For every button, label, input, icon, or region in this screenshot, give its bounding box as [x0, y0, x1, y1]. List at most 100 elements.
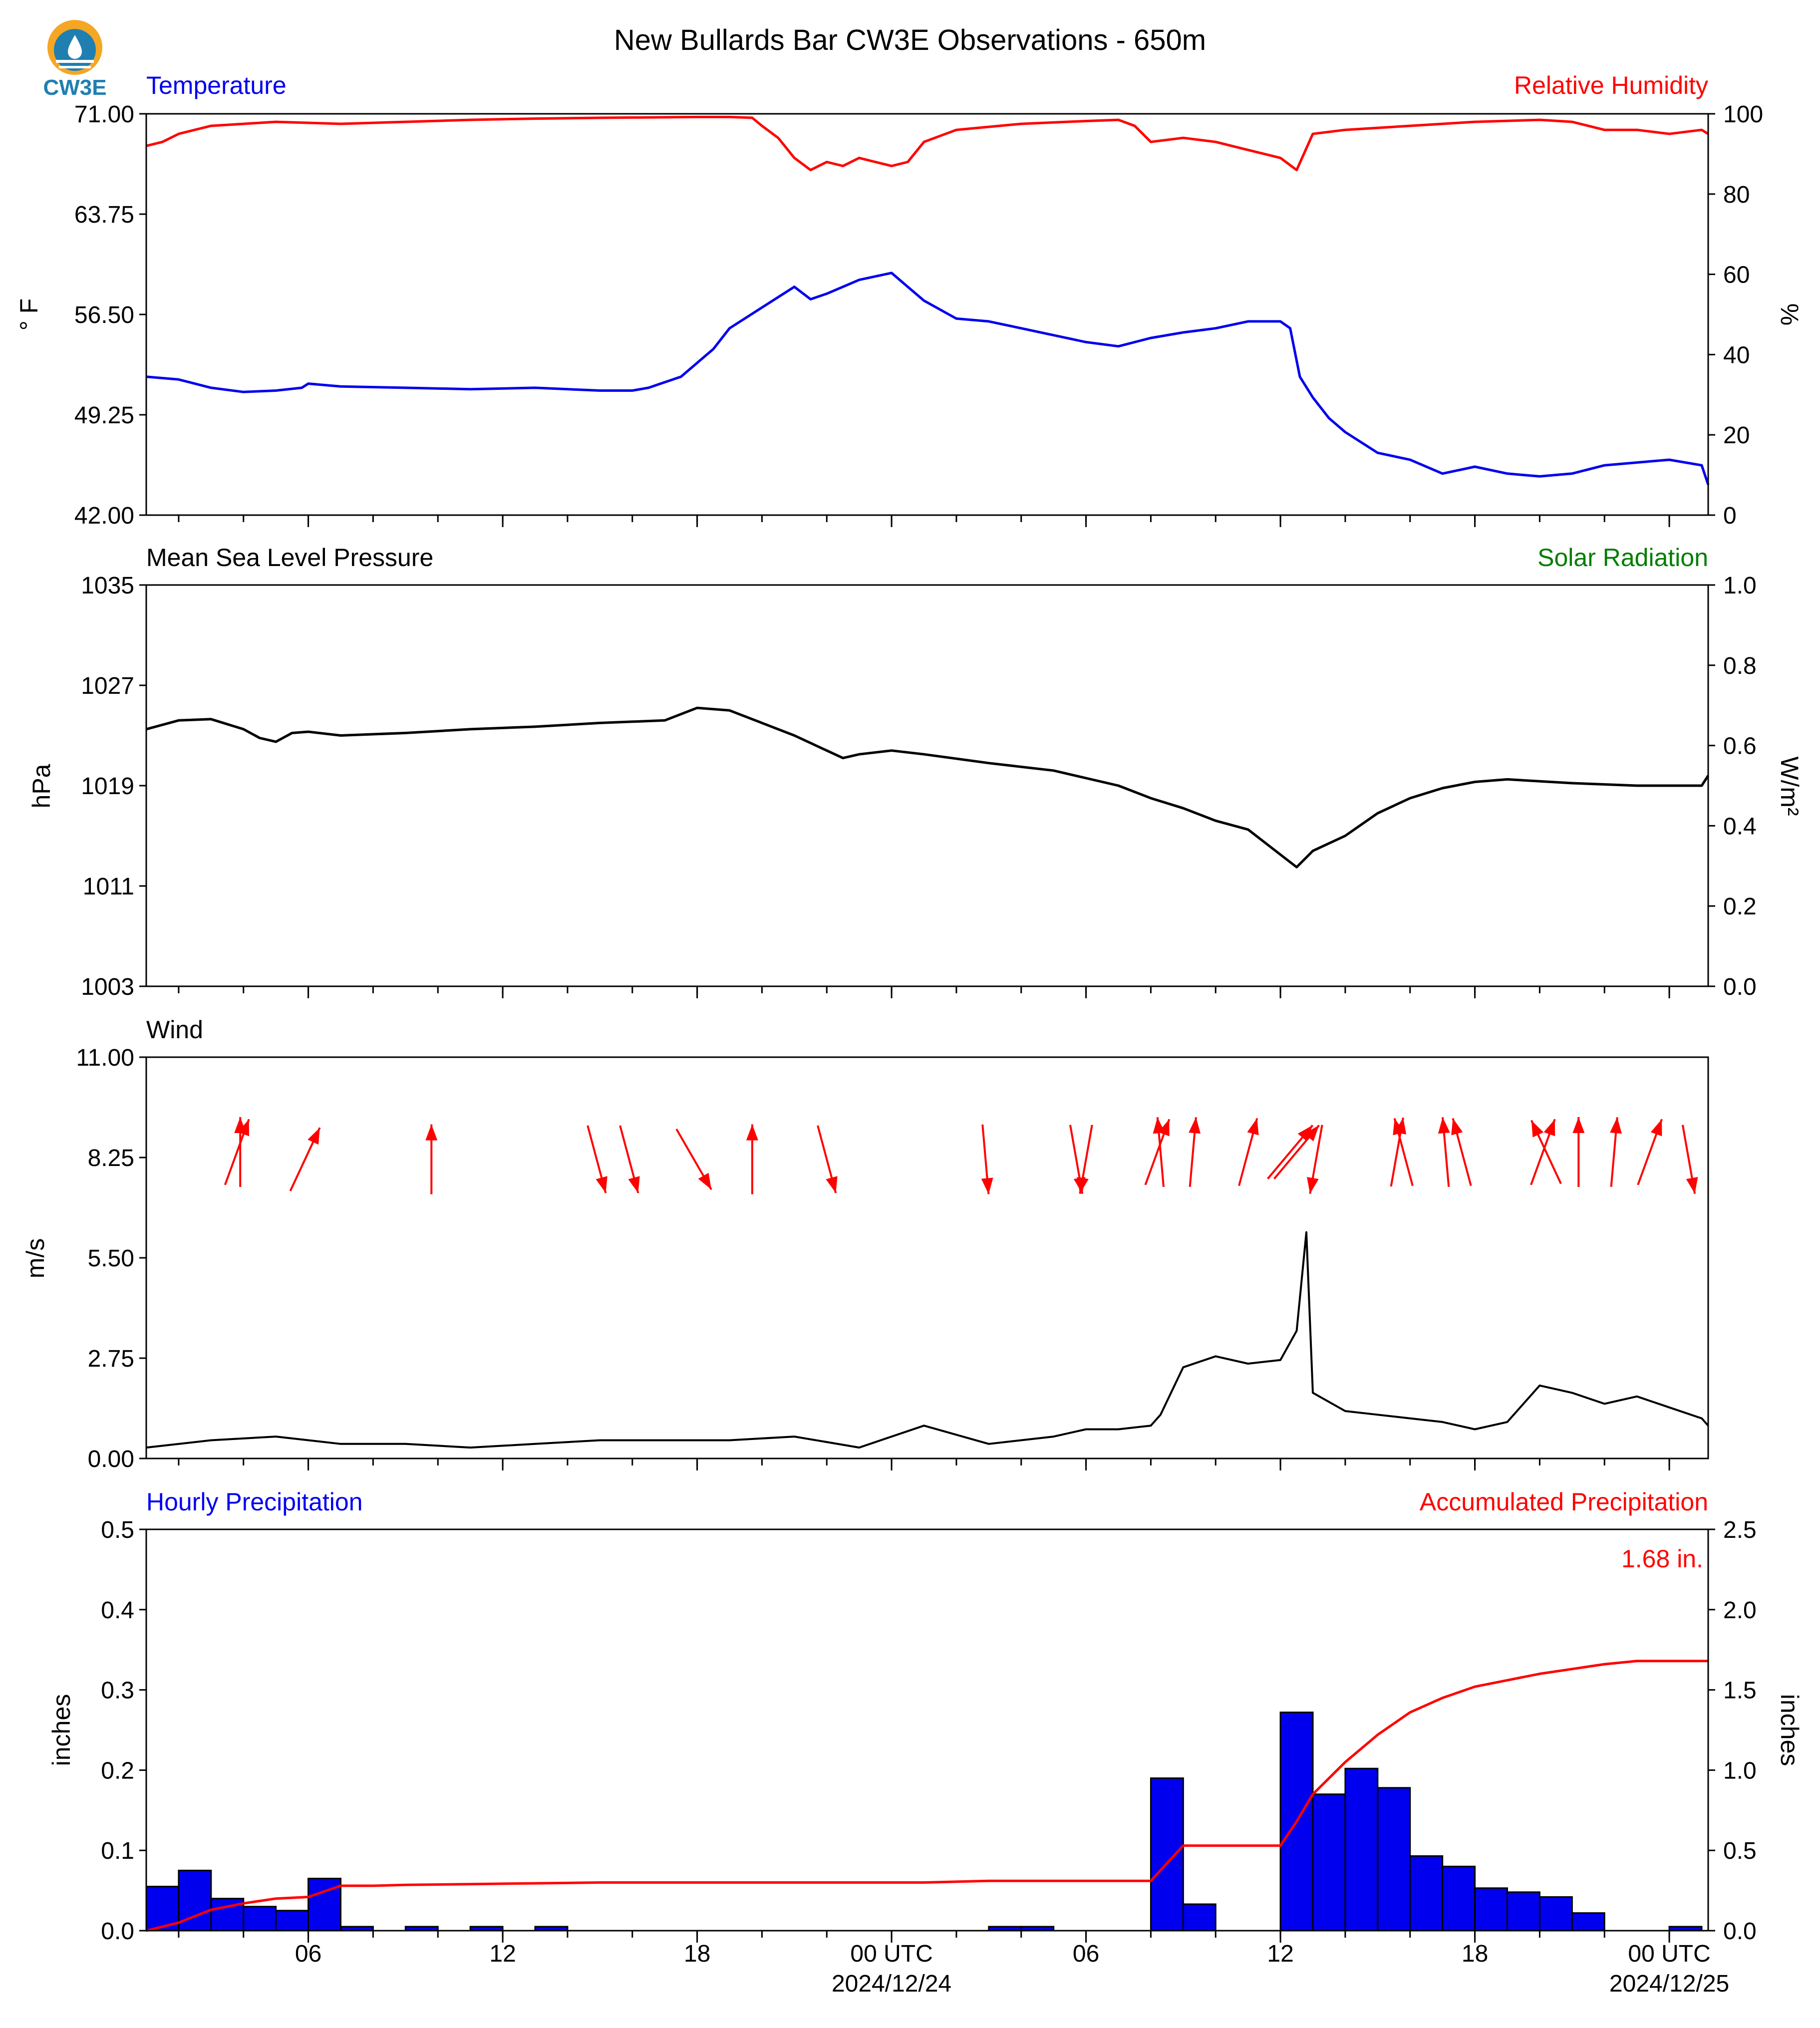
wind-arrow-head — [1543, 1119, 1555, 1137]
accum-tick-label: 1.5 — [1723, 1678, 1757, 1704]
precip-unit: inches — [47, 1694, 75, 1766]
wind-arrow-head — [746, 1124, 758, 1141]
chart-title: New Bullards Bar CW3E Observations - 650… — [614, 24, 1206, 56]
solar-tick-labels: 1.0 0.8 0.6 0.4 0.2 0.0 — [1708, 573, 1757, 1000]
solar-tick-label: 1.0 — [1723, 573, 1757, 599]
temperature-label: Temperature — [146, 71, 287, 99]
relative-humidity-line — [146, 115, 1709, 172]
wind-arrow-head — [1650, 1119, 1662, 1137]
wind-arrow — [234, 1117, 247, 1187]
precip-frame — [145, 1528, 1709, 1932]
wind-arrow-head — [425, 1124, 438, 1141]
accum-tick-labels: 2.5 2.0 1.5 1.0 0.5 0.0 — [1708, 1517, 1757, 1945]
temp-rh-frame — [145, 113, 1709, 516]
wind-tick-label: 5.50 — [88, 1245, 134, 1272]
humidity-tick-label: 0 — [1723, 503, 1737, 529]
temperature-tick-label: 49.25 — [74, 402, 134, 429]
wind-arrow — [1393, 1118, 1414, 1186]
wind-arrow-head — [1077, 1176, 1089, 1194]
precip-bar — [1538, 1896, 1573, 1932]
wind-arrow-head — [1189, 1117, 1201, 1134]
solar-tick-label: 0.2 — [1723, 893, 1757, 920]
precip-bar — [1442, 1865, 1476, 1932]
pressure-series — [146, 706, 1710, 869]
wind-arrow-head — [234, 1117, 247, 1134]
wind-arrow — [1238, 1118, 1259, 1186]
wind-arrow-head — [1393, 1118, 1405, 1136]
hourly-precip-label: Hourly Precipitation — [146, 1488, 363, 1516]
precip-bar — [1507, 1891, 1540, 1932]
wind-arrow-head — [1686, 1176, 1698, 1194]
wind-arrow-head — [1451, 1118, 1463, 1136]
pressure-tick-label: 1035 — [81, 573, 134, 599]
x-tick-label: 12 — [1267, 1941, 1293, 1967]
pressure-frame — [145, 584, 1709, 987]
water-drop-icon — [68, 35, 82, 59]
solar-tick-label: 0.4 — [1723, 813, 1757, 840]
x-tick-label: 00 UTC — [1628, 1941, 1710, 1967]
solar-radiation-label: Solar Radiation — [1537, 544, 1708, 572]
wind-arrow — [1153, 1117, 1165, 1187]
precip-bar — [1150, 1777, 1184, 1932]
precip-tick-label: 0.3 — [101, 1678, 134, 1704]
x-date-label: 2024/12/24 — [832, 1971, 951, 1997]
precip-tick-label: 0.0 — [101, 1918, 134, 1945]
pressure-tick-label: 1027 — [81, 673, 134, 699]
wind-arrow — [1530, 1119, 1556, 1185]
x-axis-ticks — [178, 515, 1670, 1943]
wind-arrow-head — [826, 1176, 838, 1193]
logo-text: CW3E — [43, 75, 106, 100]
wind-arrow — [1530, 1120, 1562, 1184]
humidity-tick-label: 20 — [1723, 422, 1750, 449]
precip-tick-label: 0.2 — [101, 1757, 134, 1784]
x-tick-label: 06 — [295, 1941, 321, 1967]
precip-tick-labels: 0.5 0.4 0.3 0.2 0.1 0.0 — [101, 1517, 146, 1945]
wind-tick-label: 2.75 — [88, 1346, 134, 1372]
wind-arrow — [1610, 1117, 1622, 1187]
wind-arrow — [425, 1124, 438, 1194]
wind-arrow — [1681, 1125, 1698, 1194]
wind-tick-label: 11.00 — [76, 1045, 134, 1071]
wind-arrow-head — [628, 1176, 640, 1193]
solar-tick-label: 0.8 — [1723, 653, 1757, 679]
wind-arrow-head — [1438, 1117, 1450, 1134]
accum-tick-label: 0.5 — [1723, 1838, 1757, 1864]
humidity-tick-label: 80 — [1723, 182, 1750, 208]
wind-series — [146, 1117, 1709, 1449]
wind-frame — [145, 1056, 1709, 1459]
wind-arrow — [1572, 1117, 1585, 1187]
accum-tick-label: 1.0 — [1723, 1757, 1757, 1784]
pressure-label: Mean Sea Level Pressure — [146, 544, 433, 572]
precip-tick-label: 0.5 — [101, 1517, 134, 1543]
accum-tick-label: 0.0 — [1723, 1918, 1757, 1945]
humidity-unit: % — [1776, 303, 1804, 325]
accum-precip-label: Accumulated Precipitation — [1420, 1488, 1708, 1516]
relative-humidity-label: Relative Humidity — [1514, 71, 1708, 99]
precip-bar — [1571, 1912, 1605, 1932]
wind-arrow — [1637, 1119, 1663, 1185]
precip-tick-label: 0.1 — [101, 1838, 134, 1864]
logo-wave-1 — [56, 60, 94, 63]
solar-tick-label: 0.6 — [1723, 733, 1757, 760]
wind-arrow — [1273, 1125, 1320, 1179]
humidity-tick-label: 40 — [1723, 342, 1750, 368]
x-tick-label: 18 — [684, 1941, 710, 1967]
wind-arrow — [675, 1129, 712, 1190]
x-tick-label: 06 — [1073, 1941, 1099, 1967]
wind-arrow-head — [1304, 1125, 1319, 1142]
precip-bar — [1344, 1767, 1379, 1932]
wind-tick-label: 0.00 — [88, 1446, 134, 1472]
wind-arrow — [619, 1125, 640, 1193]
wind-arrow-head — [1572, 1117, 1585, 1134]
x-date-label: 2024/12/25 — [1609, 1971, 1729, 1997]
wind-arrow — [1077, 1125, 1093, 1194]
wind-arrow-head — [698, 1172, 712, 1190]
pressure-tick-label: 1019 — [81, 773, 134, 800]
temperature-unit: ° F — [15, 298, 43, 330]
temperature-tick-labels: 71.00 63.75 56.50 49.25 42.00 — [74, 101, 146, 529]
wind-arrow — [289, 1127, 321, 1191]
pressure-tick-labels: 1035 1027 1019 1011 1003 — [81, 573, 146, 1000]
logo-wave-2 — [59, 66, 91, 68]
wind-tick-label: 8.25 — [88, 1145, 134, 1171]
